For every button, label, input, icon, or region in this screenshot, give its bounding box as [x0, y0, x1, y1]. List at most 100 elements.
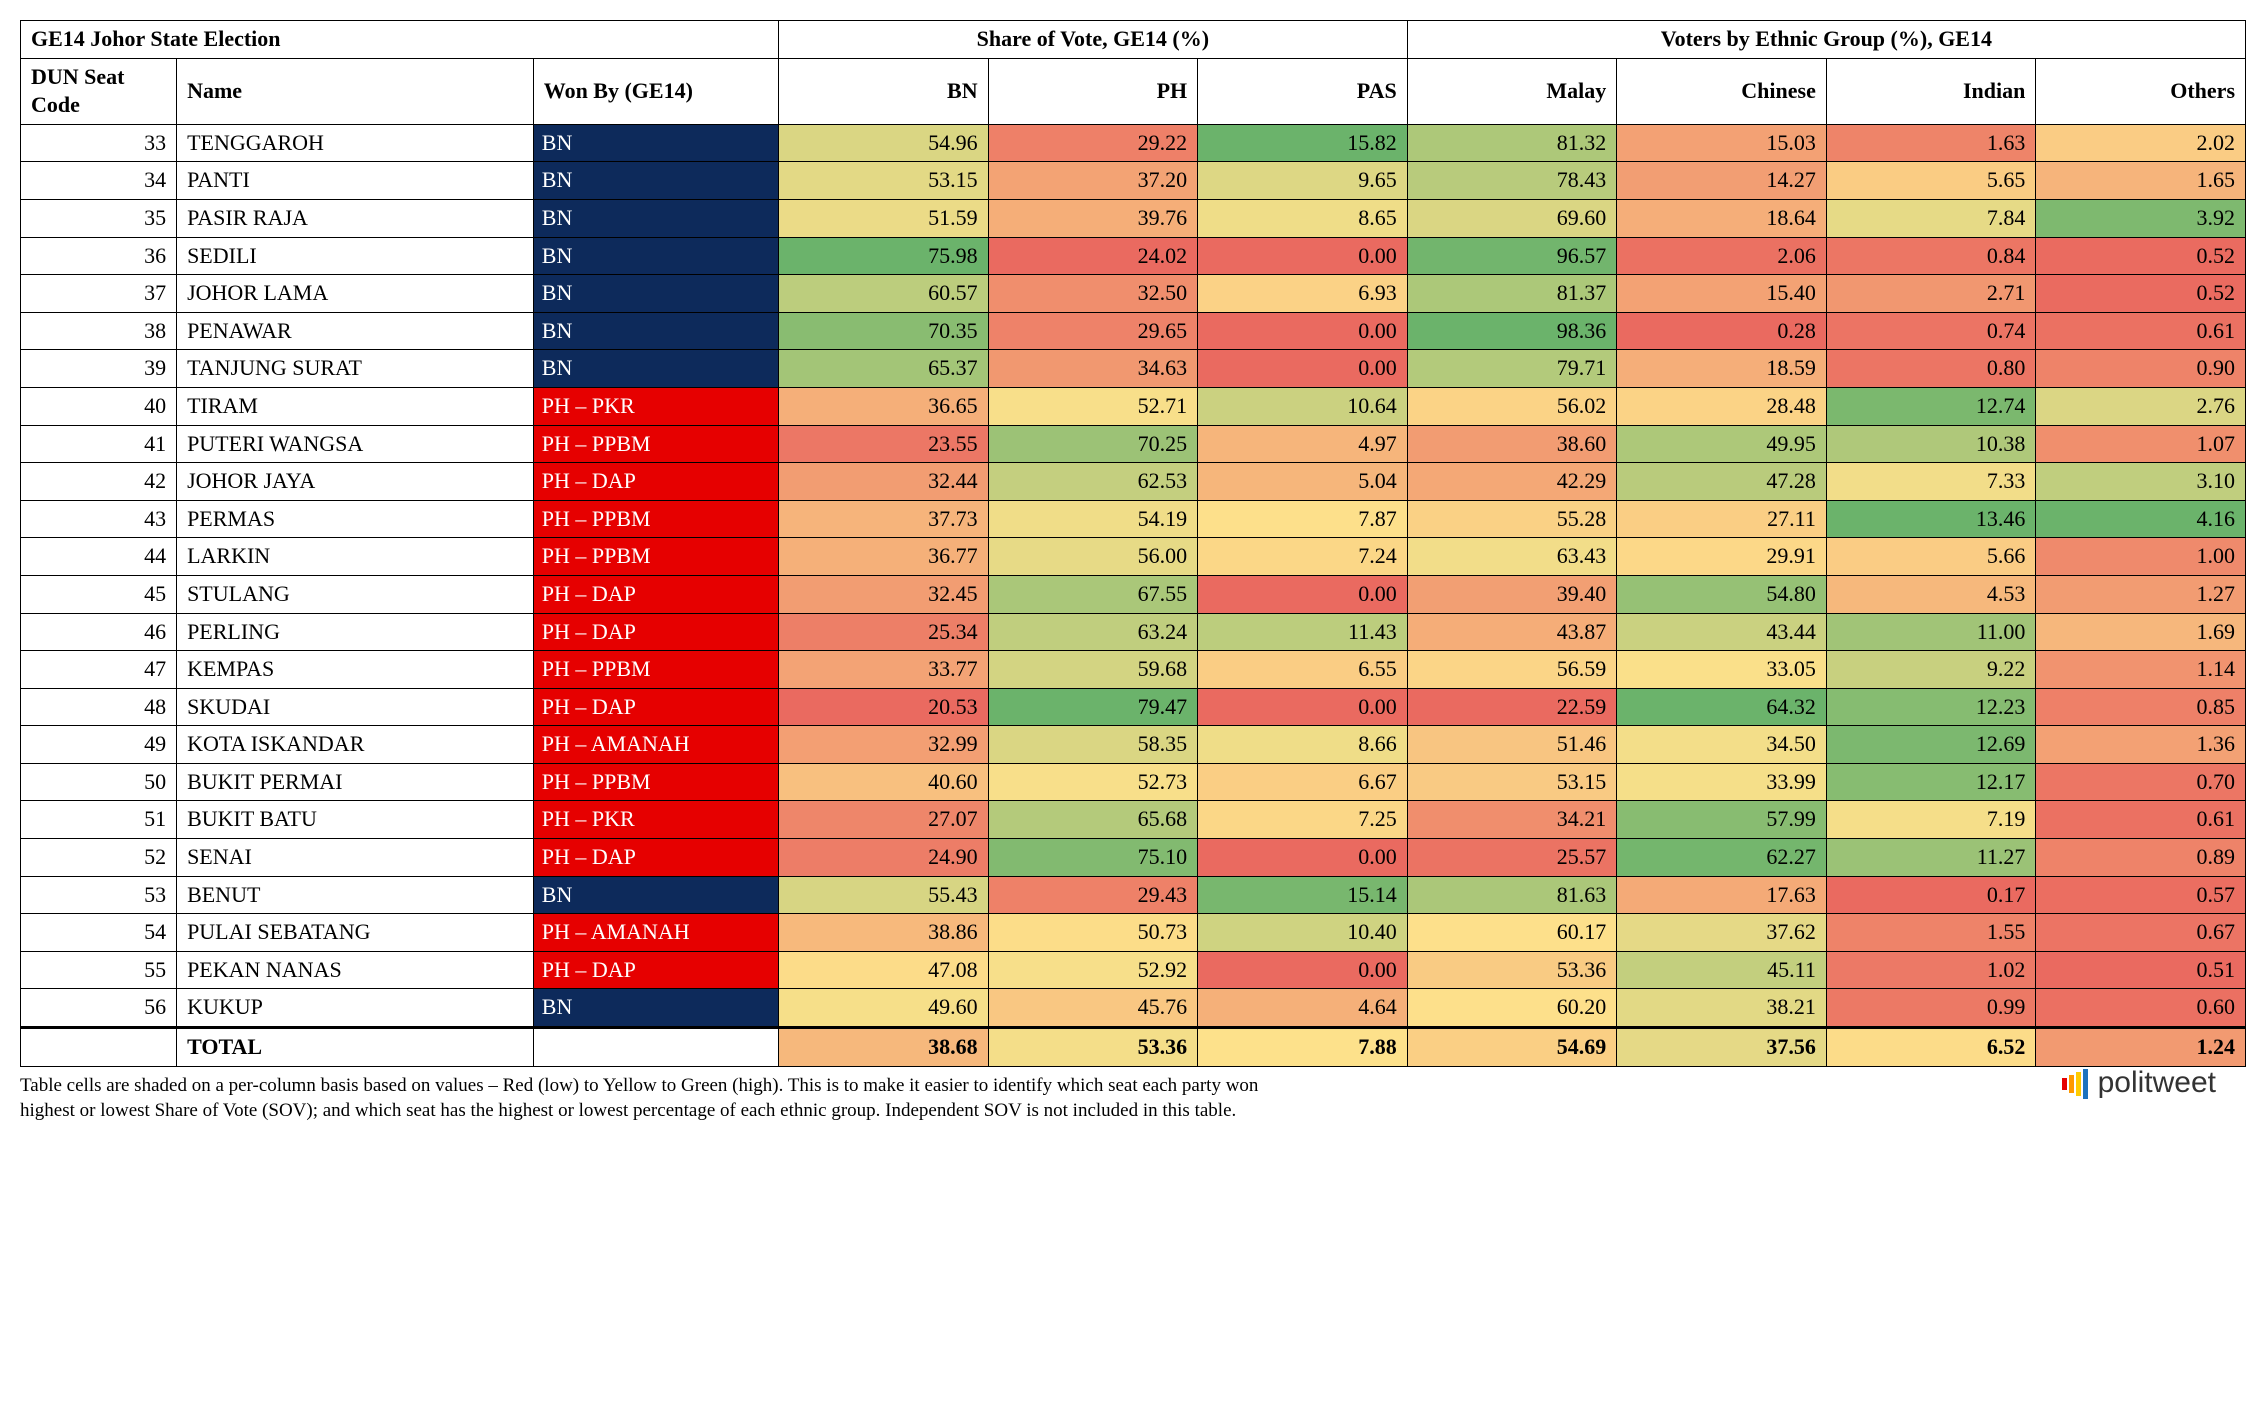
cell-code: 35 — [21, 199, 177, 237]
cell-code: 41 — [21, 425, 177, 463]
table-row: 56KUKUPBN49.6045.764.6460.2038.210.990.6… — [21, 989, 2246, 1028]
cell-name: LARKIN — [177, 538, 534, 576]
cell-ph: 52.73 — [988, 763, 1198, 801]
cell-pas: 15.14 — [1198, 876, 1408, 914]
cell-bn: 49.60 — [779, 989, 989, 1028]
table-row: 41PUTERI WANGSAPH – PPBM23.5570.254.9738… — [21, 425, 2246, 463]
cell-chinese: 54.80 — [1617, 575, 1827, 613]
table-row: 43PERMASPH – PPBM37.7354.197.8755.2827.1… — [21, 500, 2246, 538]
cell-name: JOHOR LAMA — [177, 275, 534, 313]
table-row: 37JOHOR LAMABN60.5732.506.9381.3715.402.… — [21, 275, 2246, 313]
cell-pas: 8.66 — [1198, 726, 1408, 764]
cell-name: JOHOR JAYA — [177, 463, 534, 501]
cell-code: 49 — [21, 726, 177, 764]
cell-pas: 6.93 — [1198, 275, 1408, 313]
cell-others: 0.57 — [2036, 876, 2246, 914]
cell-bn: 55.43 — [779, 876, 989, 914]
cell-name: TENGGAROH — [177, 124, 534, 162]
cell-name: BUKIT PERMAI — [177, 763, 534, 801]
cell-name: PEKAN NANAS — [177, 951, 534, 989]
cell-pas: 0.00 — [1198, 839, 1408, 877]
cell-bn: 32.45 — [779, 575, 989, 613]
cell-pas: 6.67 — [1198, 763, 1408, 801]
cell-bn: 37.73 — [779, 500, 989, 538]
cell-pas: 4.64 — [1198, 989, 1408, 1028]
header-ph: PH — [988, 58, 1198, 124]
cell-code: 47 — [21, 651, 177, 689]
cell-pas: 0.00 — [1198, 237, 1408, 275]
cell-won: PH – DAP — [533, 463, 778, 501]
brand-logo: politweet — [2062, 1066, 2216, 1100]
cell-won: BN — [533, 237, 778, 275]
cell-pas: 7.88 — [1198, 1028, 1408, 1067]
cell-won: BN — [533, 124, 778, 162]
cell-name: STULANG — [177, 575, 534, 613]
cell-ph: 79.47 — [988, 688, 1198, 726]
cell-name: PULAI SEBATANG — [177, 914, 534, 952]
cell-others: 2.02 — [2036, 124, 2246, 162]
cell-bn: 24.90 — [779, 839, 989, 877]
header-group-ethnic: Voters by Ethnic Group (%), GE14 — [1407, 21, 2245, 59]
cell-malay: 25.57 — [1407, 839, 1617, 877]
cell-chinese: 37.56 — [1617, 1028, 1827, 1067]
header-chinese: Chinese — [1617, 58, 1827, 124]
cell-pas: 8.65 — [1198, 199, 1408, 237]
cell-chinese: 29.91 — [1617, 538, 1827, 576]
cell-indian: 12.69 — [1826, 726, 2036, 764]
header-group-share: Share of Vote, GE14 (%) — [779, 21, 1408, 59]
header-malay: Malay — [1407, 58, 1617, 124]
cell-malay: 38.60 — [1407, 425, 1617, 463]
cell-indian: 0.74 — [1826, 312, 2036, 350]
cell-others: 0.61 — [2036, 312, 2246, 350]
cell-code: 53 — [21, 876, 177, 914]
cell-ph: 67.55 — [988, 575, 1198, 613]
cell-won: PH – DAP — [533, 839, 778, 877]
cell-ph: 39.76 — [988, 199, 1198, 237]
cell-chinese: 18.59 — [1617, 350, 1827, 388]
election-table: GE14 Johor State Election Share of Vote,… — [20, 20, 2246, 1067]
cell-indian: 0.84 — [1826, 237, 2036, 275]
cell-code: 44 — [21, 538, 177, 576]
cell-indian: 13.46 — [1826, 500, 2036, 538]
cell-ph: 29.43 — [988, 876, 1198, 914]
cell-name: SENAI — [177, 839, 534, 877]
header-indian: Indian — [1826, 58, 2036, 124]
cell-pas: 9.65 — [1198, 162, 1408, 200]
cell-ph: 45.76 — [988, 989, 1198, 1028]
cell-name: PERMAS — [177, 500, 534, 538]
cell-bn: 27.07 — [779, 801, 989, 839]
cell-chinese: 27.11 — [1617, 500, 1827, 538]
cell-chinese: 47.28 — [1617, 463, 1827, 501]
table-row: 46PERLINGPH – DAP25.3463.2411.4343.8743.… — [21, 613, 2246, 651]
header-won: Won By (GE14) — [533, 58, 778, 124]
cell-others: 0.51 — [2036, 951, 2246, 989]
cell-others: 1.00 — [2036, 538, 2246, 576]
cell-bn: 20.53 — [779, 688, 989, 726]
cell-name: PUTERI WANGSA — [177, 425, 534, 463]
cell-others: 1.36 — [2036, 726, 2246, 764]
cell-indian: 11.27 — [1826, 839, 2036, 877]
cell-name: TANJUNG SURAT — [177, 350, 534, 388]
cell-won: BN — [533, 199, 778, 237]
table-title: GE14 Johor State Election — [21, 21, 779, 59]
table-row: 54PULAI SEBATANGPH – AMANAH38.8650.7310.… — [21, 914, 2246, 952]
cell-bn: 47.08 — [779, 951, 989, 989]
cell-code: 48 — [21, 688, 177, 726]
cell-malay: 55.28 — [1407, 500, 1617, 538]
cell-indian: 2.71 — [1826, 275, 2036, 313]
cell-indian: 0.80 — [1826, 350, 2036, 388]
table-row: 36SEDILIBN75.9824.020.0096.572.060.840.5… — [21, 237, 2246, 275]
cell-chinese: 33.99 — [1617, 763, 1827, 801]
cell-others: 0.60 — [2036, 989, 2246, 1028]
cell-code: 55 — [21, 951, 177, 989]
cell-chinese: 49.95 — [1617, 425, 1827, 463]
cell-pas: 0.00 — [1198, 951, 1408, 989]
cell-code: 56 — [21, 989, 177, 1028]
cell-malay: 56.02 — [1407, 387, 1617, 425]
header-pas: PAS — [1198, 58, 1408, 124]
cell-won: PH – DAP — [533, 951, 778, 989]
cell-others: 1.69 — [2036, 613, 2246, 651]
cell-pas: 10.64 — [1198, 387, 1408, 425]
cell-malay: 81.37 — [1407, 275, 1617, 313]
footnote: Table cells are shaded on a per-column b… — [20, 1073, 1801, 1124]
